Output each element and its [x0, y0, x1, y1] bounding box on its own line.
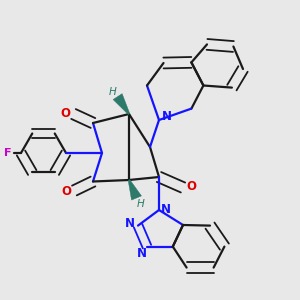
Text: N: N	[124, 217, 135, 230]
Polygon shape	[113, 94, 130, 115]
Text: F: F	[4, 148, 11, 158]
Text: O: O	[61, 106, 71, 120]
Text: N: N	[136, 247, 147, 260]
Text: O: O	[186, 180, 197, 193]
Text: H: H	[137, 199, 145, 209]
Text: N: N	[160, 202, 171, 216]
Polygon shape	[128, 180, 142, 200]
Text: H: H	[109, 86, 116, 97]
Text: N: N	[161, 110, 172, 123]
Text: O: O	[61, 185, 71, 198]
